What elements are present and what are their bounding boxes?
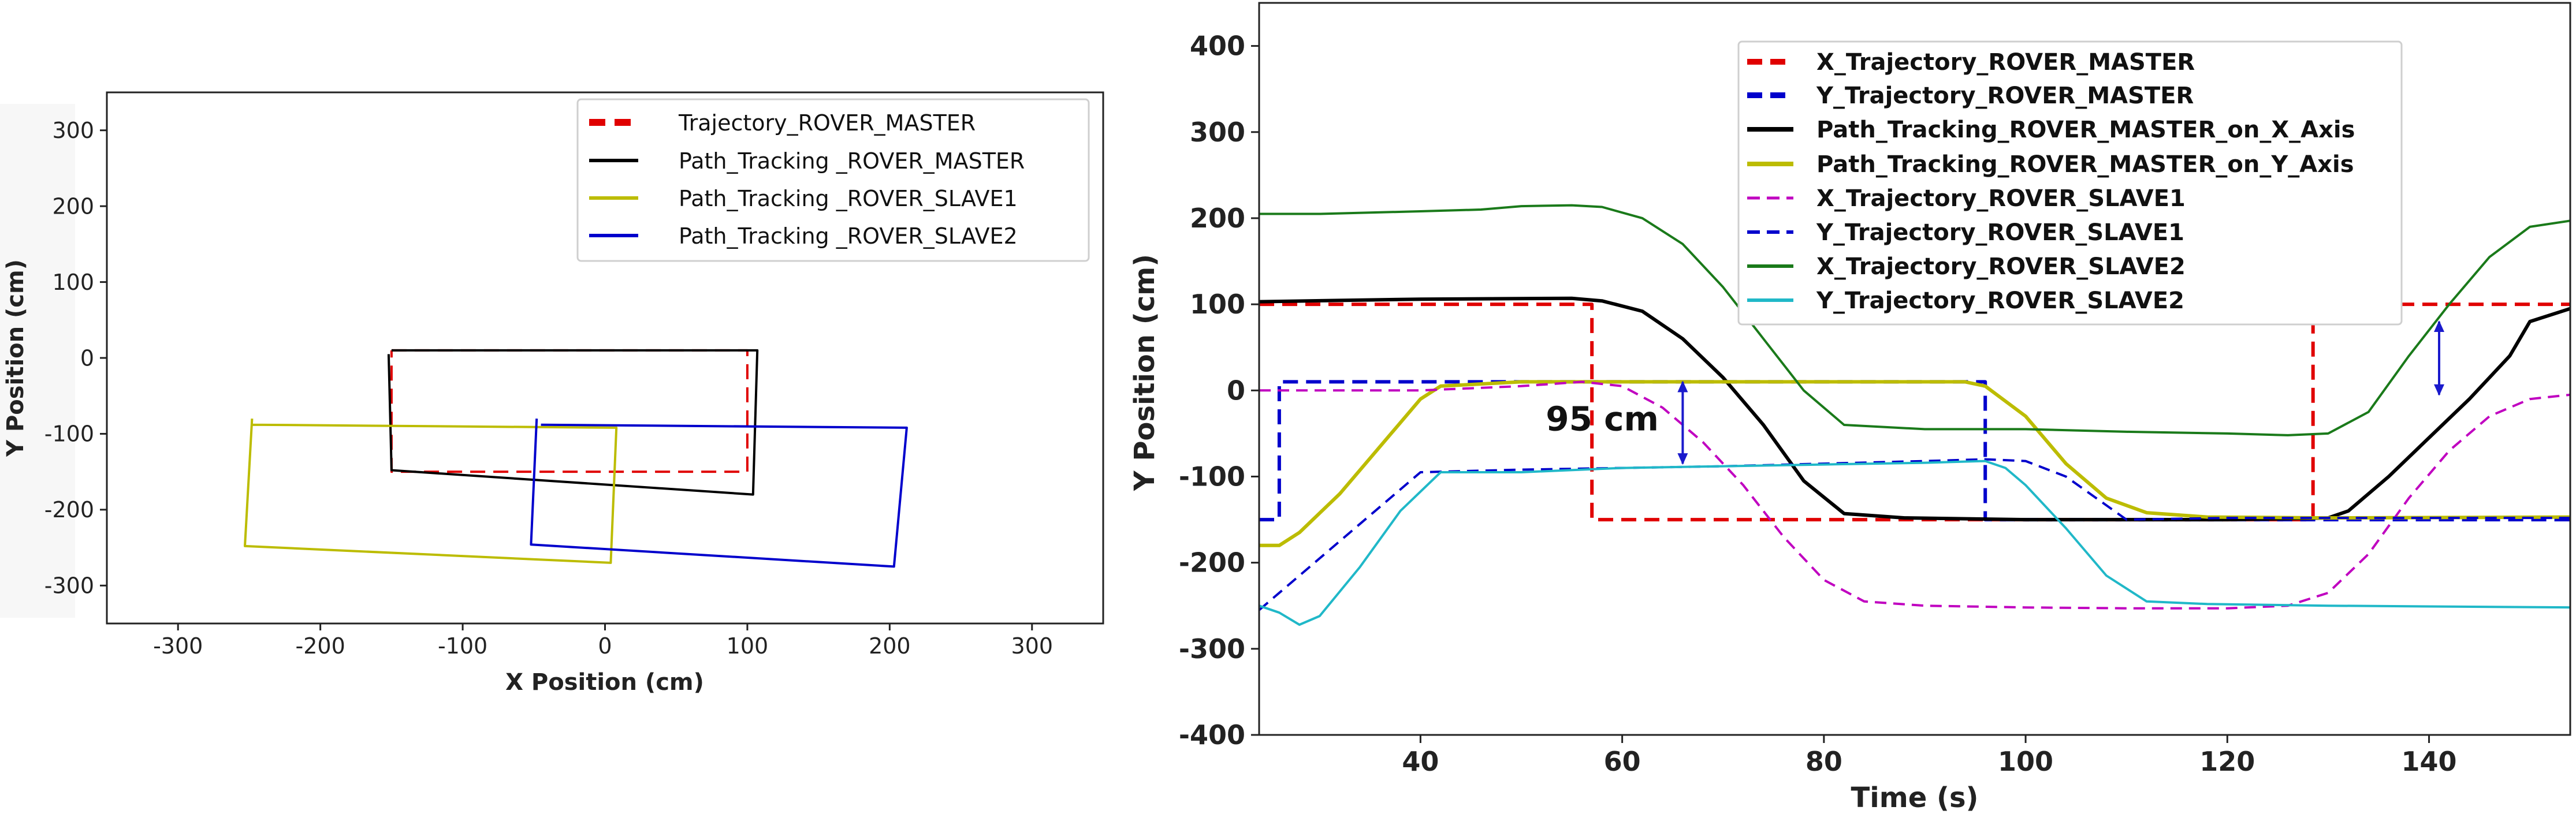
y-tick-label: 400 xyxy=(1190,31,1245,62)
x-tick-label: 200 xyxy=(869,633,911,659)
arrow-head-down xyxy=(2434,384,2444,396)
arrow-head-up xyxy=(1677,380,1688,393)
legend-label: Y_Trajectory_ROVER_MASTER xyxy=(1816,83,2194,109)
y-tick-label: 0 xyxy=(1227,375,1245,406)
x-tick-label: 140 xyxy=(2402,746,2457,777)
x-tick-label: 0 xyxy=(598,633,612,659)
x-tick-label: -200 xyxy=(296,633,345,659)
annotation-95cm: 95 cm xyxy=(1546,399,1659,439)
right-x-ticks: 40 60 80 100 120 140 xyxy=(1402,735,2457,777)
arrow-head-up xyxy=(2434,320,2444,332)
x-tick-label: 80 xyxy=(1806,746,1842,777)
legend-label: Path_Tracking_ROVER_MASTER_on_Y_Axis xyxy=(1816,151,2354,178)
x-tick-label: -100 xyxy=(438,633,487,659)
x-tick-label: 300 xyxy=(1011,633,1054,659)
arrow-head-down xyxy=(1677,453,1688,465)
legend-label: Path_Tracking_ROVER_MASTER_on_X_Axis xyxy=(1816,117,2355,143)
right-x-axis-label: Time (s) xyxy=(1851,782,1979,814)
legend-entry-y-trajectory-rover-slave1: Y_Trajectory_ROVER_SLAVE1 xyxy=(1747,219,2184,246)
right-plot-frame xyxy=(1258,2,2571,736)
legend-entry-path-tracking-rover-master: Path_Tracking _ROVER_MASTER xyxy=(589,148,1025,174)
legend-entry-y-trajectory-rover-slave2: Y_Trajectory_ROVER_SLAVE2 xyxy=(1747,287,2184,314)
series-path-tracking-rover-slave2 xyxy=(530,419,908,568)
legend-label: X_Trajectory_ROVER_MASTER xyxy=(1816,49,2195,76)
y-tick-label: -200 xyxy=(44,497,94,522)
y-tick-label: 100 xyxy=(52,270,94,295)
y-tick-label: -400 xyxy=(1179,719,1245,750)
series-y-trajectory-rover-slave1 xyxy=(1259,458,2570,611)
y-tick-label: -300 xyxy=(1179,633,1245,664)
right-chart: 40 60 80 100 120 140 400 300 200 100 0 -100 -200 -30… xyxy=(1129,2,2571,814)
y-tick-label: 300 xyxy=(1190,117,1245,148)
right-legend: X_Trajectory_ROVER_MASTER Y_Trajectory_R… xyxy=(1737,40,2403,326)
legend-entry-path-tracking-rover-slave2: Path_Tracking _ROVER_SLAVE2 xyxy=(589,223,1018,249)
legend-entry-path-tracking-rover-slave1: Path_Tracking _ROVER_SLAVE1 xyxy=(589,186,1018,211)
x-tick-label: 60 xyxy=(1604,746,1641,777)
y-tick-label: 200 xyxy=(1190,203,1245,234)
y-tick-label: 100 xyxy=(1190,289,1245,320)
left-plot-area xyxy=(244,349,908,568)
right-arrows xyxy=(1677,320,2444,465)
x-tick-label: 120 xyxy=(2199,746,2255,777)
y-tick-label: -100 xyxy=(1179,461,1245,492)
legend-label: Y_Trajectory_ROVER_SLAVE2 xyxy=(1816,287,2184,314)
left-y-ticks: 300 200 100 0 -100 -200 -300 xyxy=(44,118,107,599)
legend-label: Path_Tracking _ROVER_MASTER xyxy=(679,148,1025,174)
x-tick-label: 100 xyxy=(1998,746,2053,777)
series-x-trajectory-rover-slave2 xyxy=(1259,204,2570,436)
y-tick-label: -200 xyxy=(1179,547,1245,578)
x-tick-label: 40 xyxy=(1402,746,1439,777)
series-path-tracking-rover-master-on-y-axis xyxy=(1259,380,2570,547)
x-tick-label: -300 xyxy=(153,633,203,659)
legend-entry-x-trajectory-rover-master: X_Trajectory_ROVER_MASTER xyxy=(1747,49,2195,76)
series-x-trajectory-rover-slave1 xyxy=(1259,380,2570,610)
legend-entry-path-tracking-master-y: Path_Tracking_ROVER_MASTER_on_Y_Axis xyxy=(1747,151,2354,178)
y-tick-label: 200 xyxy=(52,193,94,219)
left-x-axis-label: X Position (cm) xyxy=(505,669,704,696)
series-path-tracking-rover-master-on-x-axis xyxy=(1259,296,2570,522)
series-path-tracking-rover-master xyxy=(387,349,759,496)
left-x-ticks: -300 -200 -100 0 100 200 300 xyxy=(153,623,1053,659)
right-legend-box xyxy=(1737,40,2403,326)
legend-label: Path_Tracking _ROVER_SLAVE1 xyxy=(679,186,1018,211)
legend-label: Trajectory_ROVER_MASTER xyxy=(678,110,976,136)
legend-entry-y-trajectory-rover-master: Y_Trajectory_ROVER_MASTER xyxy=(1747,83,2194,109)
legend-label: X_Trajectory_ROVER_SLAVE2 xyxy=(1816,253,2186,280)
y-tick-label: 0 xyxy=(80,345,94,371)
right-y-axis-label: Y Position (cm) xyxy=(1129,254,1161,491)
legend-entry-x-trajectory-rover-slave2: X_Trajectory_ROVER_SLAVE2 xyxy=(1747,253,2186,280)
right-y-ticks: 400 300 200 100 0 -100 -200 -300 -400 xyxy=(1179,31,1259,750)
left-legend: Trajectory_ROVER_MASTER Path_Tracking _R… xyxy=(576,98,1090,262)
legend-label: Y_Trajectory_ROVER_SLAVE1 xyxy=(1816,219,2184,246)
left-legend-box xyxy=(576,98,1090,262)
legend-label: Path_Tracking _ROVER_SLAVE2 xyxy=(679,223,1018,249)
left-chart: -300 -200 -100 0 100 200 300 300 200 100 0 -100 -20… xyxy=(0,91,1104,696)
series-path-tracking-rover-slave1 xyxy=(244,418,618,564)
legend-entry-trajectory-rover-master: Trajectory_ROVER_MASTER xyxy=(589,110,976,136)
left-y-axis-label: Y Position (cm) xyxy=(2,259,29,457)
legend-label: X_Trajectory_ROVER_SLAVE1 xyxy=(1816,185,2186,212)
legend-entry-x-trajectory-rover-slave1: X_Trajectory_ROVER_SLAVE1 xyxy=(1747,185,2186,212)
y-tick-label: -100 xyxy=(44,421,94,447)
y-tick-label: 300 xyxy=(52,118,94,143)
legend-entry-path-tracking-master-x: Path_Tracking_ROVER_MASTER_on_X_Axis xyxy=(1747,117,2355,143)
series-y-trajectory-rover-slave2 xyxy=(1259,460,2570,626)
y-tick-label: -300 xyxy=(44,573,94,599)
x-tick-label: 100 xyxy=(727,633,769,659)
